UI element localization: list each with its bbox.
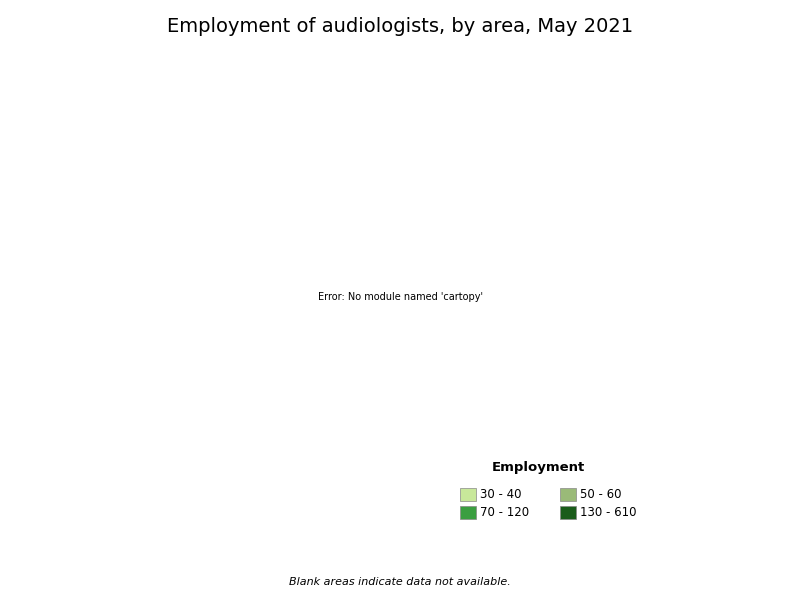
Text: 30 - 40: 30 - 40 — [480, 488, 522, 501]
Text: 70 - 120: 70 - 120 — [480, 506, 529, 519]
Text: Error: No module named 'cartopy': Error: No module named 'cartopy' — [318, 292, 482, 302]
Text: Employment of audiologists, by area, May 2021: Employment of audiologists, by area, May… — [167, 17, 633, 36]
Text: 130 - 610: 130 - 610 — [580, 506, 637, 519]
Text: 50 - 60: 50 - 60 — [580, 488, 622, 501]
Text: Blank areas indicate data not available.: Blank areas indicate data not available. — [289, 577, 511, 587]
Text: Employment: Employment — [491, 461, 585, 474]
